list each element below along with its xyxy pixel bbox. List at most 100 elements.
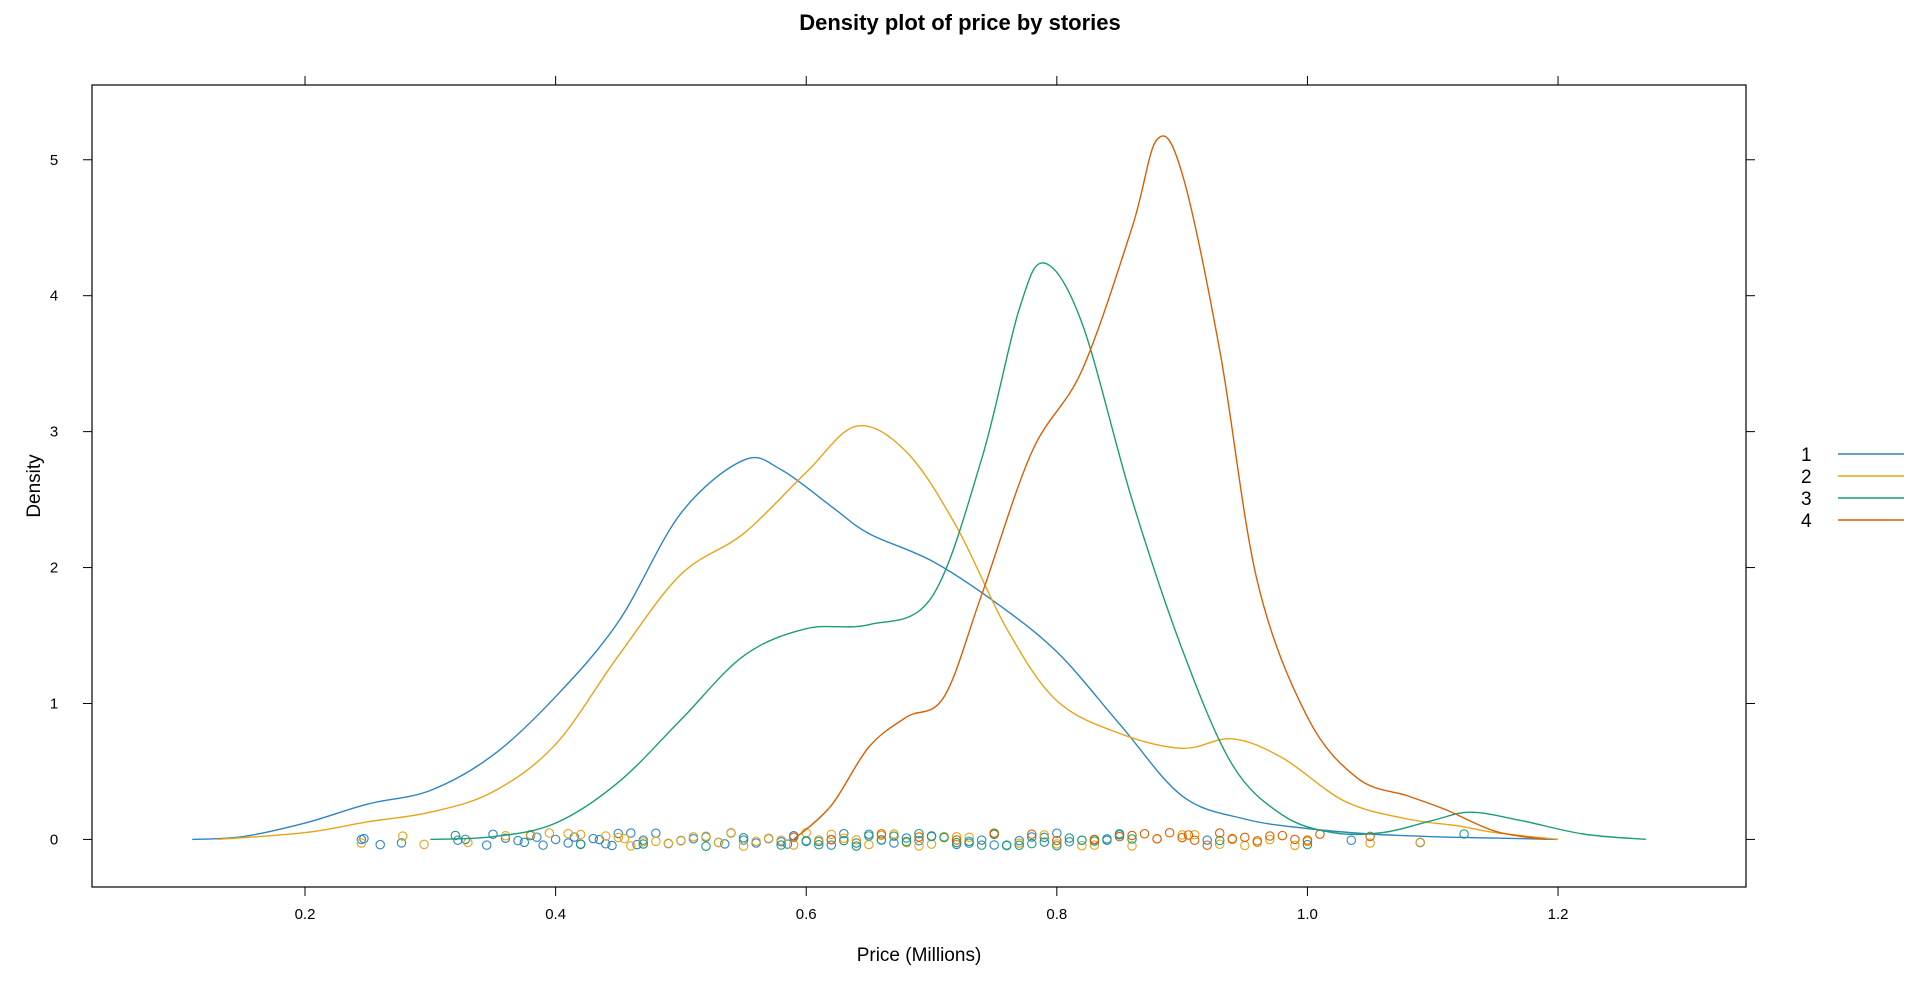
axes: 0.2 0.4 0.6 0.8 1.0 1.2 0 1 2 3 4 5 (50, 76, 1755, 923)
rug-point-series-1 (651, 828, 661, 838)
rug-point-series-2 (864, 839, 874, 850)
rug-point-series-3 (976, 840, 987, 850)
rug-point-series-4 (1152, 834, 1162, 844)
rug-point-series-1 (826, 840, 837, 850)
rug-point-series-1 (1202, 835, 1212, 845)
legend-label-1: 1 (1801, 445, 1812, 466)
rug-point-series-3 (1214, 835, 1225, 846)
rug-point-series-2 (1214, 839, 1225, 849)
rug-point-series-2 (1189, 830, 1200, 840)
rug-point-series-4 (826, 834, 837, 845)
rug-point-series-2 (563, 828, 573, 839)
rug-point-series-4 (1027, 829, 1037, 839)
rug-point-series-1 (481, 840, 492, 850)
rug-point-series-3 (1052, 841, 1062, 851)
rug-point-series-4 (1365, 831, 1375, 842)
rug-point-series-1 (532, 832, 542, 843)
rug-point-series-2 (356, 838, 367, 848)
rug-point-series-4 (1290, 834, 1300, 845)
rug-point-series-2 (889, 829, 899, 839)
rug-point-series-3 (914, 828, 924, 839)
rug-point-series-1 (914, 836, 924, 846)
rug-point-series-2 (964, 832, 974, 842)
rug-point-series-2 (951, 831, 962, 842)
rug-point-series-2 (851, 835, 862, 845)
rug-point-series-4 (1183, 830, 1194, 840)
rug-point-series-4 (951, 835, 962, 845)
legend-label-3: 3 (1801, 489, 1812, 510)
rug-point-series-2 (701, 831, 711, 841)
rug-point-series-3 (1039, 837, 1050, 847)
rug-point-series-2 (1039, 830, 1050, 840)
rug-point-series-2 (826, 829, 837, 840)
rug-point-series-2 (1265, 834, 1275, 845)
rug-point-series-3 (814, 839, 824, 850)
rug-point-series-2 (575, 829, 586, 840)
rug-point-series-4 (1177, 832, 1187, 843)
rug-point-series-3 (1027, 838, 1037, 849)
rug-point-series-1 (720, 839, 730, 849)
rug-point-series-1 (453, 835, 463, 845)
density-line-series-3 (430, 262, 1646, 841)
rug-point-series-1 (513, 835, 523, 846)
rug-point-series-2 (713, 837, 724, 848)
rug-point-series-3 (889, 831, 899, 841)
rug-point-series-3 (738, 832, 749, 843)
rug-point-series-3 (575, 839, 586, 850)
chart-title: Density plot of price by stories (799, 10, 1121, 35)
rug-point-series-3 (864, 831, 874, 841)
x-tick-label: 1.0 (1297, 906, 1318, 923)
rug-point-series-4 (1202, 840, 1212, 850)
rug-point-series-2 (398, 831, 408, 841)
rug-point-series-3 (1102, 834, 1112, 844)
rug-point-series-1 (500, 833, 511, 843)
x-axis-label: Price (Millions) (857, 945, 982, 966)
rug-point-series-2 (1365, 838, 1375, 848)
rug-point-series-2 (738, 841, 749, 851)
rug-point-series-2 (751, 836, 761, 847)
rug-point-series-1 (626, 828, 636, 838)
rug-point-series-2 (544, 828, 555, 838)
x-tick-label: 0.4 (545, 906, 566, 923)
rug-point-series-1 (600, 839, 611, 849)
y-tick-label: 1 (50, 695, 58, 712)
rug-point-series-2 (926, 839, 937, 849)
rug-point-series-1 (550, 834, 561, 845)
rug-point-series-2 (676, 836, 686, 846)
rug-point-series-2 (1077, 840, 1087, 851)
rug-point-series-1 (889, 838, 899, 848)
rug-point-series-4 (1277, 830, 1288, 841)
rug-point-series-4 (1252, 836, 1263, 846)
rug-point-series-2 (600, 831, 611, 841)
rug-point-series-2 (626, 841, 636, 851)
rug-point-series-2 (763, 833, 774, 844)
rug-point-series-1 (594, 834, 605, 845)
rug-point-series-2 (1127, 841, 1137, 851)
rug-point-series-4 (876, 829, 887, 839)
rug-point-series-2 (1089, 840, 1100, 850)
y-axis-label: Density (24, 454, 45, 518)
rug-point-series-1 (396, 838, 407, 848)
rug-point-series-2 (688, 832, 699, 842)
legend-label-4: 4 (1801, 511, 1812, 532)
rug-point-series-3 (1014, 840, 1024, 851)
rug-point-series-3 (876, 835, 887, 845)
x-tick-label: 0.6 (796, 906, 817, 923)
rug-point-series-4 (788, 832, 799, 842)
rug-point-series-2 (788, 840, 799, 850)
rug-point-series-3 (776, 840, 786, 850)
rug-point-series-3 (1077, 835, 1087, 845)
rug-point-series-2 (1240, 840, 1250, 851)
rug-point-series-2 (613, 832, 624, 843)
rug-point-series-4 (1164, 828, 1175, 838)
rug-point-series-4 (1302, 835, 1313, 845)
rug-point-series-1 (613, 828, 624, 839)
x-tick-label: 0.8 (1046, 906, 1067, 923)
rug-point-series-1 (738, 835, 749, 845)
rug-point-series-4 (1127, 830, 1137, 841)
y-tick-label: 5 (50, 152, 58, 169)
rug-point-series-2 (814, 835, 824, 845)
x-tick-label: 1.2 (1548, 906, 1569, 923)
